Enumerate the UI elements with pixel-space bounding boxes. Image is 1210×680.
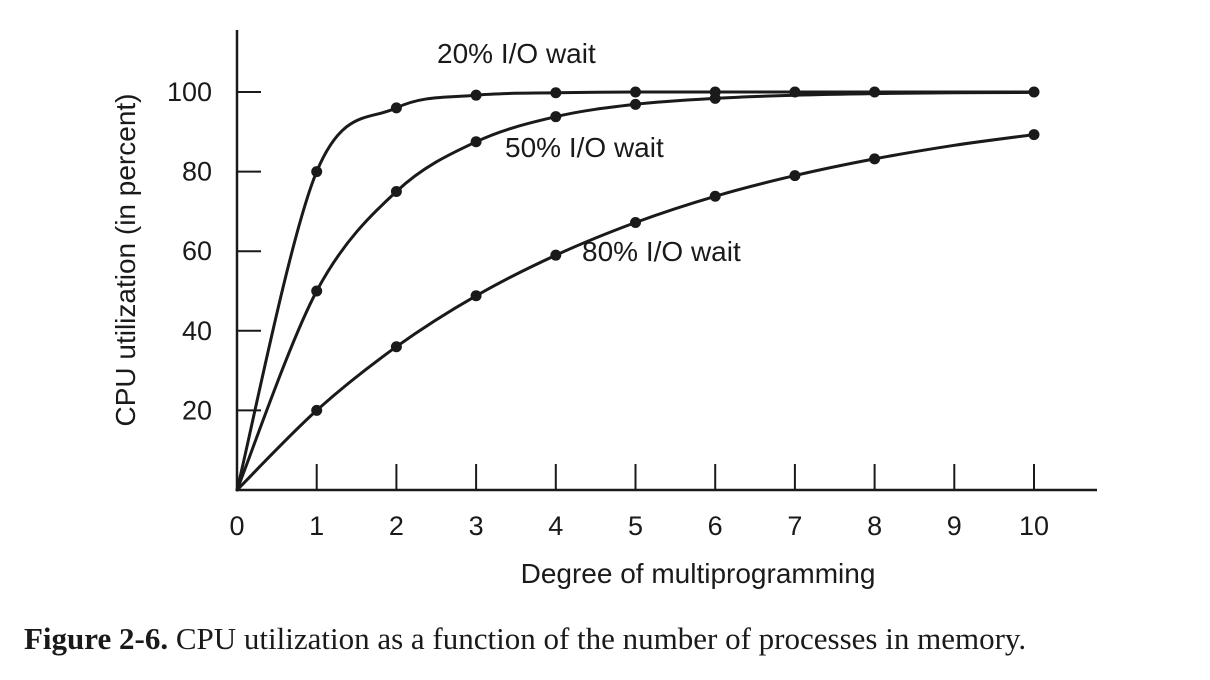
x-axis-title: Degree of multiprogramming <box>521 558 876 589</box>
data-point <box>311 285 323 297</box>
figure-caption-text: CPU utilization as a function of the num… <box>175 621 1027 656</box>
data-point <box>709 92 721 104</box>
series-label-1: 20% I/O wait <box>437 38 596 69</box>
series-line-3 <box>235 133 1036 492</box>
series-line-2 <box>235 90 1036 492</box>
y-tick-label: 100 <box>167 77 212 107</box>
x-tick-label: 0 <box>229 511 244 541</box>
y-axis-title: CPU utilization (in percent) <box>110 93 141 426</box>
x-tick-label: 5 <box>628 511 643 541</box>
data-point <box>470 89 482 101</box>
data-point <box>630 217 641 229</box>
figure-caption: Figure 2-6. CPU utilization as a functio… <box>24 621 1026 657</box>
data-point <box>1028 129 1040 141</box>
x-tick-label: 1 <box>309 511 324 541</box>
data-point <box>789 170 801 182</box>
x-tick-label: 8 <box>867 511 882 541</box>
data-point <box>311 404 323 416</box>
data-point <box>869 153 881 165</box>
x-tick-label: 3 <box>469 511 484 541</box>
x-tick-label: 6 <box>708 511 723 541</box>
data-point <box>390 102 402 114</box>
data-point <box>550 111 562 123</box>
data-point <box>550 87 562 99</box>
data-point <box>709 190 721 202</box>
data-point <box>390 186 402 197</box>
data-point <box>789 86 801 98</box>
series-label-2: 50% I/O wait <box>505 132 664 163</box>
data-point <box>470 136 482 148</box>
y-tick-label: 40 <box>182 316 212 346</box>
y-tick-label: 60 <box>182 236 212 266</box>
data-point <box>869 86 881 98</box>
data-point <box>550 249 562 261</box>
x-tick-label: 2 <box>389 511 404 541</box>
data-point <box>630 86 641 98</box>
data-point <box>311 166 323 178</box>
data-point <box>630 98 641 110</box>
data-point <box>390 341 402 353</box>
x-tick-label: 9 <box>947 511 962 541</box>
data-point <box>1028 86 1040 98</box>
x-tick-label: 7 <box>787 511 802 541</box>
x-tick-label: 10 <box>1019 511 1049 541</box>
y-tick-label: 80 <box>182 157 212 187</box>
data-point <box>470 290 482 302</box>
y-tick-label: 20 <box>182 395 212 425</box>
series-label-3: 80% I/O wait <box>582 236 741 267</box>
figure-caption-label: Figure 2-6. <box>24 621 169 656</box>
x-tick-label: 4 <box>548 511 563 541</box>
